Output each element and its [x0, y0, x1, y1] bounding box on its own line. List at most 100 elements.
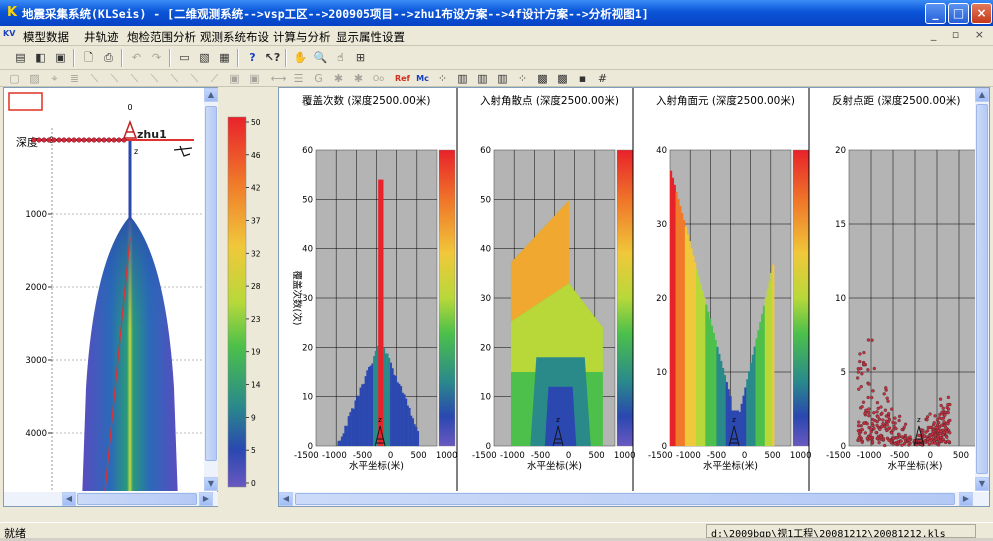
undo-icon[interactable]: ↶	[128, 49, 145, 66]
star-tool-icon[interactable]: ✱	[350, 70, 367, 87]
save-icon[interactable]: ▣	[52, 49, 69, 66]
well-section-view[interactable]: 0 深度 01000200030004000 zhu1 z ▲ ▼ ◀ ▶	[3, 87, 218, 507]
line-tool-icon[interactable]: ⟍	[86, 70, 103, 87]
bars-tool-icon[interactable]: ▥	[454, 70, 471, 87]
dots-tool-icon[interactable]: ⁘	[514, 70, 531, 87]
scroll-left-icon[interactable]: ◀	[279, 492, 293, 506]
overview-frame[interactable]	[9, 93, 42, 110]
right-vertical-scrollbar[interactable]: ▲ ▼	[975, 88, 989, 491]
dots-tool-icon[interactable]: ⁘	[434, 70, 451, 87]
scroll-down-icon[interactable]: ▼	[204, 477, 218, 491]
incidence-bin	[716, 347, 718, 446]
reflection-point	[880, 425, 883, 428]
analysis-panel[interactable]: 覆盖次数 (深度2500.00米) 0 10 20 30 40 50 60 -1500 -1000…	[291, 94, 458, 472]
help-icon[interactable]: ?	[244, 49, 261, 66]
analysis-panel[interactable]: 入射角面元 (深度2500.00米) 0 10 20 30 40 -1500 -1000 -50…	[633, 88, 812, 491]
maximize-button[interactable]: □	[948, 3, 969, 24]
document-icon[interactable]: KV	[3, 29, 17, 43]
scroll-left-icon[interactable]: ◀	[62, 492, 76, 506]
rect-tool-icon[interactable]: ▢	[6, 70, 23, 87]
analysis-canvas[interactable]: 覆盖次数 (深度2500.00米)0102030405060-1500 -1000…	[279, 88, 989, 491]
reflection-point	[898, 415, 901, 418]
title-bar[interactable]: K 地震采集系统(KLSeis) - [二维观测系统-->vsp工区-->200…	[0, 0, 993, 26]
menu-display-settings[interactable]: 显示属性设置	[336, 29, 405, 45]
line-tool-icon[interactable]: ⟍	[166, 70, 183, 87]
analysis-view[interactable]: 覆盖次数 (深度2500.00米) 0 10 20 30 40 50 60 -1500 -1000…	[278, 87, 990, 507]
scroll-thumb[interactable]	[295, 493, 955, 505]
scroll-up-icon[interactable]: ▲	[975, 88, 989, 102]
scroll-thumb[interactable]	[205, 106, 217, 461]
open-icon[interactable]: ◧	[32, 49, 49, 66]
close-button[interactable]: ×	[971, 3, 992, 24]
menu-shot-receiver-range[interactable]: 炮检范围分析	[127, 29, 196, 45]
analysis-panel[interactable]: 反射点距 (深度2500.00米) 0 5 10 15 20 -1500 -1000 -500 0…	[809, 88, 989, 491]
menu-compute-analyze[interactable]: 计算与分析	[273, 29, 331, 45]
scroll-down-icon[interactable]: ▼	[975, 477, 989, 491]
view-icon[interactable]: ▭	[176, 49, 193, 66]
fit-icon[interactable]: ⊞	[352, 49, 369, 66]
x-tick-label: -500	[531, 451, 550, 461]
print-icon[interactable]: ⎙	[100, 49, 117, 66]
reflection-point	[879, 434, 882, 437]
menu-model-data[interactable]: 模型数据	[23, 29, 69, 45]
coverage-bar	[361, 384, 363, 446]
scroll-thumb[interactable]	[976, 104, 988, 474]
frame-tool-icon[interactable]: ▣	[246, 70, 263, 87]
coverage-bar	[353, 409, 355, 446]
grid-tool-icon[interactable]: ☰	[290, 70, 307, 87]
mc-tool-icon[interactable]: Mc	[414, 70, 431, 87]
bars-tool-icon[interactable]: ▥	[494, 70, 511, 87]
frame-tool-icon[interactable]: ▣	[226, 70, 243, 87]
print-preview-icon[interactable]: 🗋	[80, 49, 97, 66]
y-tick-label: 10	[302, 393, 313, 403]
star-tool-icon[interactable]: ✱	[330, 70, 347, 87]
incidence-bin	[720, 361, 722, 446]
pan-icon[interactable]: ✋	[292, 49, 309, 66]
g-tool-icon[interactable]: G	[310, 70, 327, 87]
left-horizontal-scrollbar[interactable]: ◀ ▶	[4, 492, 218, 506]
square-tool-icon[interactable]: ▪	[574, 70, 591, 87]
line-tool-icon[interactable]: ⟍	[146, 70, 163, 87]
menu-geometry-layout[interactable]: 观测系统布设	[200, 29, 269, 45]
reflection-point	[878, 441, 881, 444]
toolbar-separator	[73, 49, 75, 67]
grid-tool-icon[interactable]: #	[594, 70, 611, 87]
analysis-panel[interactable]: 入射角散点 (深度2500.00米) 0 10 20 30 40 50 60 -1500 -100…	[457, 88, 636, 491]
line-tool-icon[interactable]: ⟍	[106, 70, 123, 87]
reflection-point	[945, 427, 948, 430]
scroll-thumb[interactable]	[77, 493, 197, 505]
line-tool-icon[interactable]: ⟍	[126, 70, 143, 87]
minimize-button[interactable]: _	[925, 3, 946, 24]
x-tick-label: -1000	[322, 451, 347, 461]
export-icon[interactable]: ▧	[196, 49, 213, 66]
layers-tool-icon[interactable]: ≣	[66, 70, 83, 87]
select-icon[interactable]: ☝	[332, 49, 349, 66]
target-tool-icon[interactable]: ⌖	[46, 70, 63, 87]
mdi-window-buttons[interactable]: _ ▫ ×	[931, 28, 990, 41]
left-vertical-scrollbar[interactable]: ▲ ▼	[204, 88, 218, 491]
reflection-point	[887, 412, 890, 415]
ref-tool-icon[interactable]: Ref	[394, 70, 411, 87]
source-point	[52, 138, 57, 143]
matrix-tool-icon[interactable]: ▩	[554, 70, 571, 87]
matrix-tool-icon[interactable]: ▩	[534, 70, 551, 87]
redo-icon[interactable]: ↷	[148, 49, 165, 66]
line-tool-icon[interactable]: ⟍	[186, 70, 203, 87]
line-tool-icon[interactable]: ⟋	[206, 70, 223, 87]
context-help-icon[interactable]: ↖?	[264, 49, 281, 66]
hatch-tool-icon[interactable]: ▨	[26, 70, 43, 87]
new-icon[interactable]: ▤	[12, 49, 29, 66]
chart-icon[interactable]: ▦	[216, 49, 233, 66]
menu-well-trajectory[interactable]: 井轨迹	[84, 29, 119, 45]
zoom-icon[interactable]: 🔍	[312, 49, 329, 66]
colorbar-tick-label: 14	[251, 381, 261, 390]
oo-tool-icon[interactable]: Oo	[370, 70, 387, 87]
scroll-right-icon[interactable]: ▶	[959, 492, 973, 506]
bars-tool-icon[interactable]: ▥	[474, 70, 491, 87]
distance-tool-icon[interactable]: ⟷	[270, 70, 287, 87]
scroll-up-icon[interactable]: ▲	[204, 88, 218, 102]
scroll-right-icon[interactable]: ▶	[199, 492, 213, 506]
reflection-point	[883, 444, 886, 447]
well-section-canvas[interactable]: 0 深度 01000200030004000 zhu1 z	[4, 88, 204, 491]
right-horizontal-scrollbar[interactable]: ◀ ▶	[279, 492, 989, 506]
